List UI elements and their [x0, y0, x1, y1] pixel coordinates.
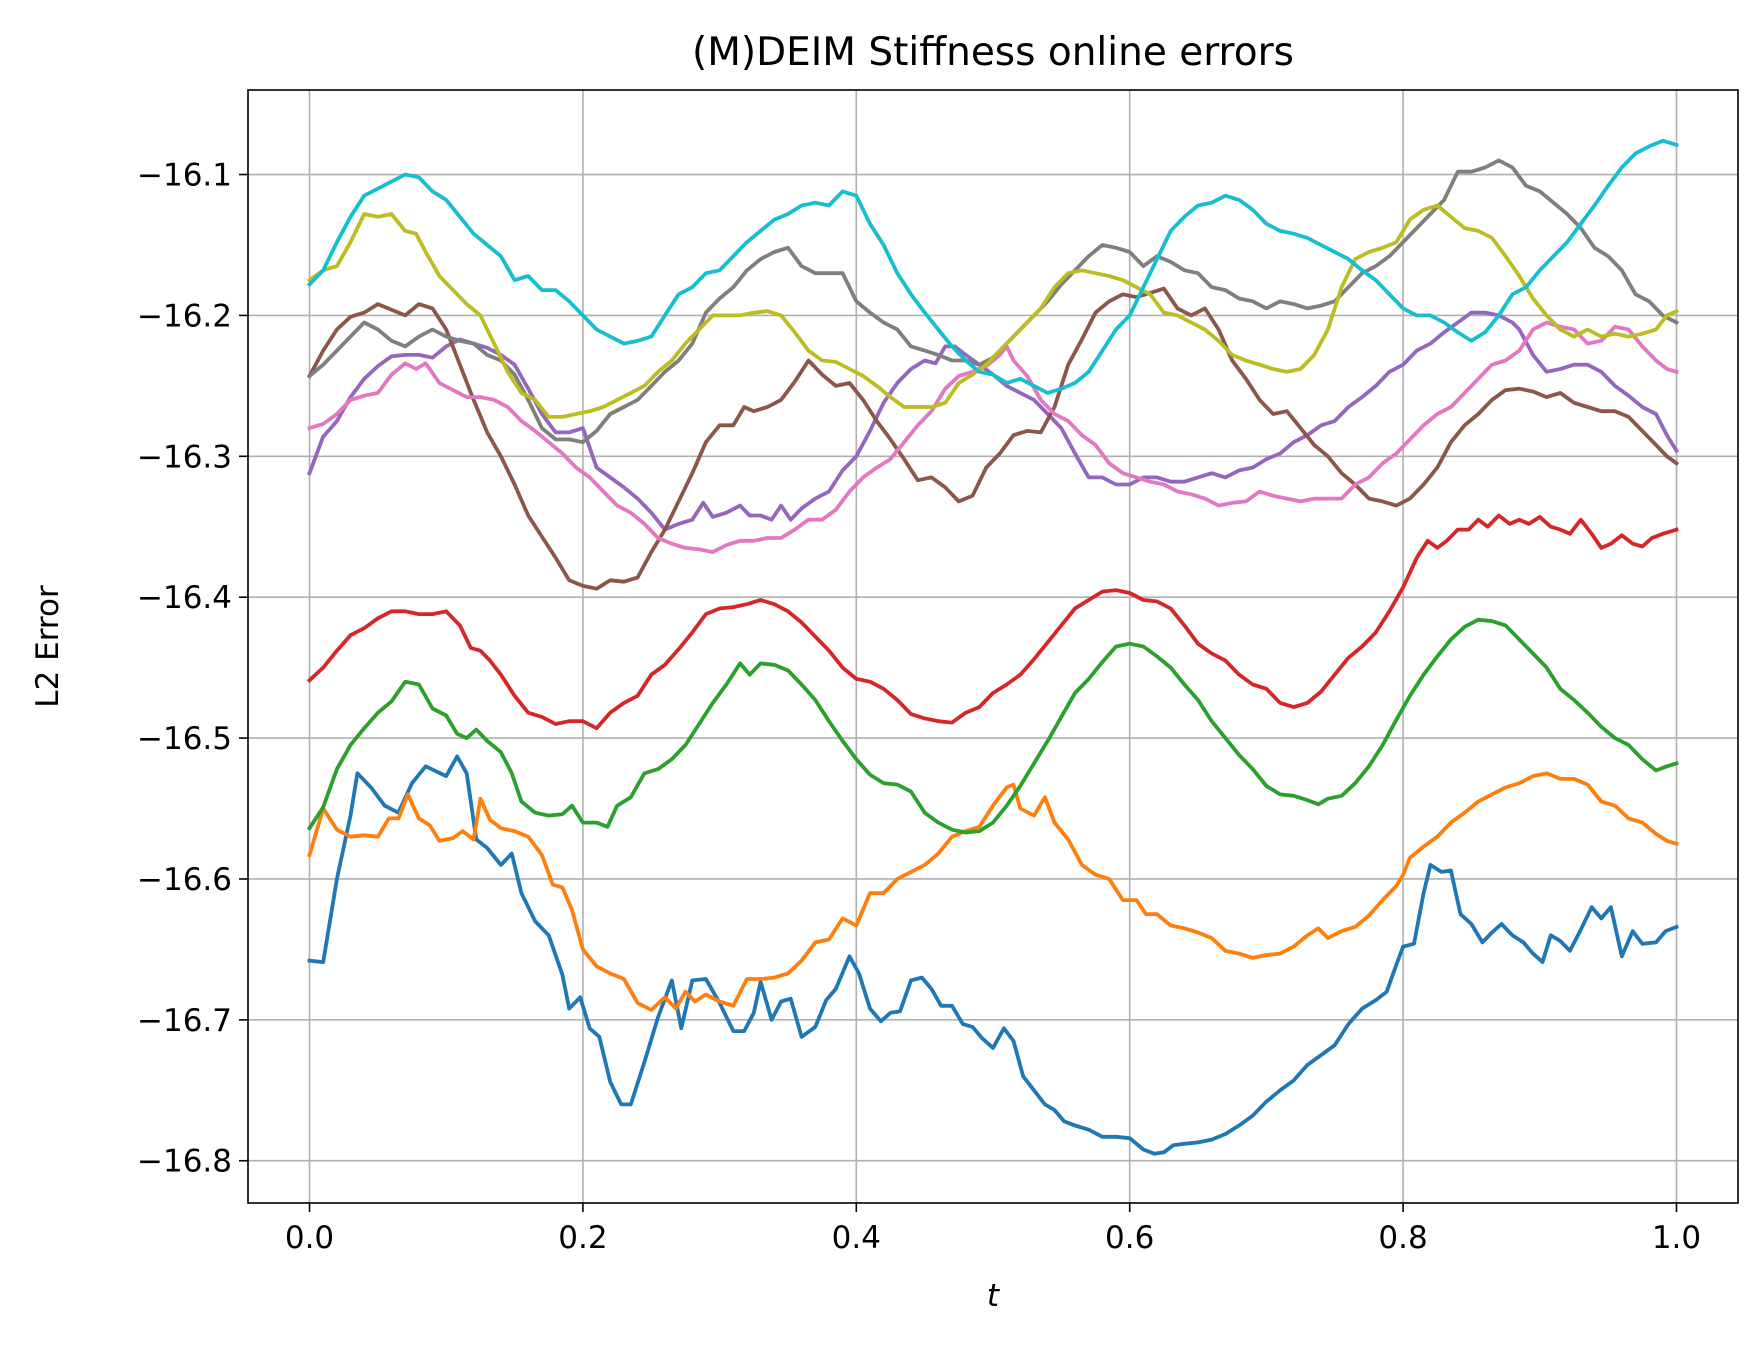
x-tick-label: 0.4 [832, 1220, 881, 1256]
series-line-2 [307, 771, 1679, 1012]
y-tick-label: −16.3 [137, 439, 232, 475]
series-lines [306, 138, 1680, 1156]
series-line-3 [306, 617, 1679, 835]
x-tick-label: 1.0 [1652, 1220, 1701, 1256]
x-tick-label: 0.6 [1105, 1220, 1154, 1256]
series-line-1 [307, 754, 1679, 1156]
y-axis-label: L2 Error [30, 585, 66, 708]
grid-lines [248, 90, 1738, 1203]
plot-area-frame [247, 89, 1739, 1204]
y-tick-label: −16.8 [137, 1144, 232, 1180]
y-tick-label: −16.5 [137, 721, 232, 757]
x-axis-label: t [987, 1278, 1001, 1314]
y-tick-label: −16.7 [137, 1003, 232, 1039]
x-tick-label: 0.2 [558, 1220, 607, 1256]
y-axis-ticks: −16.1 −16.2 −16.3 −16.4 −16.5 −16.6 −16.7 −16.8 [137, 158, 248, 1180]
y-tick-label: −16.6 [137, 862, 232, 898]
y-tick-label: −16.4 [137, 580, 232, 616]
x-tick-label: 0.0 [285, 1220, 334, 1256]
x-tick-label: 0.8 [1378, 1220, 1427, 1256]
series-line-7 [307, 320, 1679, 554]
series-line-9 [306, 203, 1680, 419]
chart-title: (M)DEIM Stiffness online errors [692, 30, 1294, 75]
y-tick-label: −16.1 [137, 158, 232, 194]
x-axis-ticks: 0.0 0.2 0.4 0.6 0.8 1.0 [285, 1203, 1701, 1256]
y-tick-label: −16.2 [137, 298, 232, 334]
series-line-4 [306, 513, 1679, 731]
series-line-10 [306, 138, 1679, 395]
series-line-6 [306, 286, 1680, 591]
